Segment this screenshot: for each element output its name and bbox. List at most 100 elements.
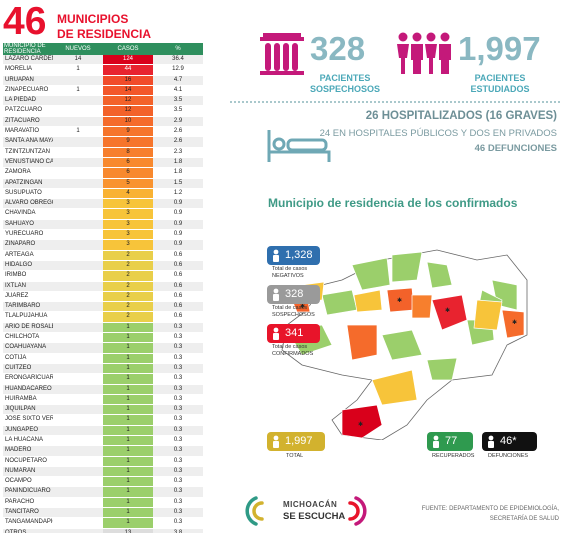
table-row: YURÉCUARO 3 0.9 [3,229,203,241]
case-percent: 0.3 [153,445,203,457]
case-count: 1 [103,394,153,406]
case-percent: 0.3 [153,507,203,519]
map-region [473,299,503,331]
case-count: 10 [103,116,153,128]
new-cases [53,466,103,478]
new-cases [53,291,103,303]
case-percent: 0.3 [153,322,203,334]
case-count: 1 [103,466,153,478]
table-row: JOSÉ SIXTO VERDUZCO 10.3 [3,414,203,426]
municipality-name: APATZINGÁN [3,178,53,189]
case-percent: 1.8 [153,167,203,179]
person-icon [488,435,494,448]
table-row: SANTA ANA MAYA 9 2.6 [3,136,203,148]
studied-label-line1: PACIENTES [474,73,526,83]
new-cases: 14 [53,55,103,66]
case-count: 1 [103,435,153,447]
map-region [371,369,418,406]
map-region [431,294,468,331]
table-row: OTROS 13 3.8 [3,528,203,533]
state-choropleth-map: ✱ ✱ ✱ ✱ ✱ [281,249,528,440]
table-row: TANCÍTARO 1 0.3 [3,507,203,519]
case-count: 2 [103,260,153,272]
death-marker: ✱ [358,421,363,428]
case-percent: 0.6 [153,270,203,282]
table-row: ÁLVARO OBREGÓN 30.9 [3,198,203,210]
table-row: PÁTZCUARO 12 3.5 [3,105,203,117]
table-row: IXTLÁN 2 0.6 [3,281,203,292]
table-row: TARÍMBARO 2 0.6 [3,301,203,313]
total-badge: 1,997 [267,432,325,451]
new-cases [53,394,103,406]
case-count: 1 [103,497,153,509]
table-row: ZAMORA 6 1.8 [3,167,203,179]
case-count: 12 [103,95,153,107]
municipality-name: ERONGARÍCUARO [3,373,53,385]
table-row: TLALPUJAHUA 2 0.6 [3,311,203,323]
suspects-badge: 328 [267,285,320,304]
table-row: TANGAMANDAPIO 1 0.3 [3,517,203,529]
suspects-label-line1: Total de casos [272,305,308,311]
new-cases [53,208,103,220]
case-percent: 0.3 [153,486,203,498]
municipality-name: TARÍMBARO [3,301,53,313]
new-cases [53,301,103,313]
map-region [346,324,378,361]
case-count: 1 [103,363,153,375]
case-count: 1 [103,332,153,344]
new-cases: 1 [53,126,103,138]
death-marker: ✱ [397,297,402,304]
table-row: ZINÁPARO 3 0.9 [3,239,203,251]
case-percent: 0.3 [153,435,203,447]
brand-logo [245,496,367,526]
new-cases [53,435,103,447]
col-header-new: NUEVOS [53,43,103,55]
case-count: 2 [103,311,153,323]
deaths-badge: 46* [482,432,537,451]
municipality-name: CHILCHOTA [3,332,53,344]
suspects-label-line2: SOSPECHOSOS [309,84,381,94]
municipality-name: JUNGAPEO [3,425,53,436]
case-percent: 1.8 [153,157,203,169]
case-percent: 0.3 [153,332,203,344]
new-cases [53,322,103,334]
new-cases [53,311,103,323]
municipality-name: OTROS [3,528,53,533]
table-row: TZINTZUNTZAN 8 2.3 [3,147,203,158]
map-region [391,251,423,283]
case-count: 2 [103,250,153,261]
new-cases: 1 [53,64,103,76]
new-cases [53,332,103,344]
table-row: ZITÁCUARO 10 2.9 [3,116,203,128]
map-region [426,261,453,289]
table-row: NOCUPÉTARO 1 0.3 [3,456,203,467]
new-cases [53,373,103,385]
municipality-name: ARTEAGA [3,250,53,261]
municipality-name: TANGAMANDAPIO [3,517,53,529]
case-count: 2 [103,281,153,292]
case-percent: 0.3 [153,517,203,529]
municipality-name: NOCUPÉTARO [3,456,53,467]
new-cases [53,507,103,519]
new-cases [53,456,103,467]
case-percent: 1.2 [153,188,203,200]
new-cases [53,270,103,282]
table-row: SUSUPUATO 4 1.2 [3,188,203,200]
table-row: CHILCHOTA 1 0.3 [3,332,203,344]
municipality-name: SAHUAYO [3,219,53,231]
deaths-legend-label: DEFUNCIONES [488,453,529,459]
case-percent: 0.3 [153,353,203,364]
negatives-label-line2: NEGATIVOS [272,273,304,279]
case-count: 1 [103,486,153,498]
total-value: 1,997 [285,435,313,447]
case-count: 1 [103,517,153,529]
map-region [351,257,391,291]
new-cases [53,486,103,498]
municipality-name: NUMARÁN [3,466,53,478]
table-row: LA HUACANA 1 0.3 [3,435,203,447]
total-legend-label: TOTAL [286,453,304,459]
negatives-badge: 1,328 [267,246,320,265]
municipality-name: MORELIA [3,64,53,76]
case-count: 3 [103,239,153,251]
municipality-name: PÁTZCUARO [3,105,53,117]
